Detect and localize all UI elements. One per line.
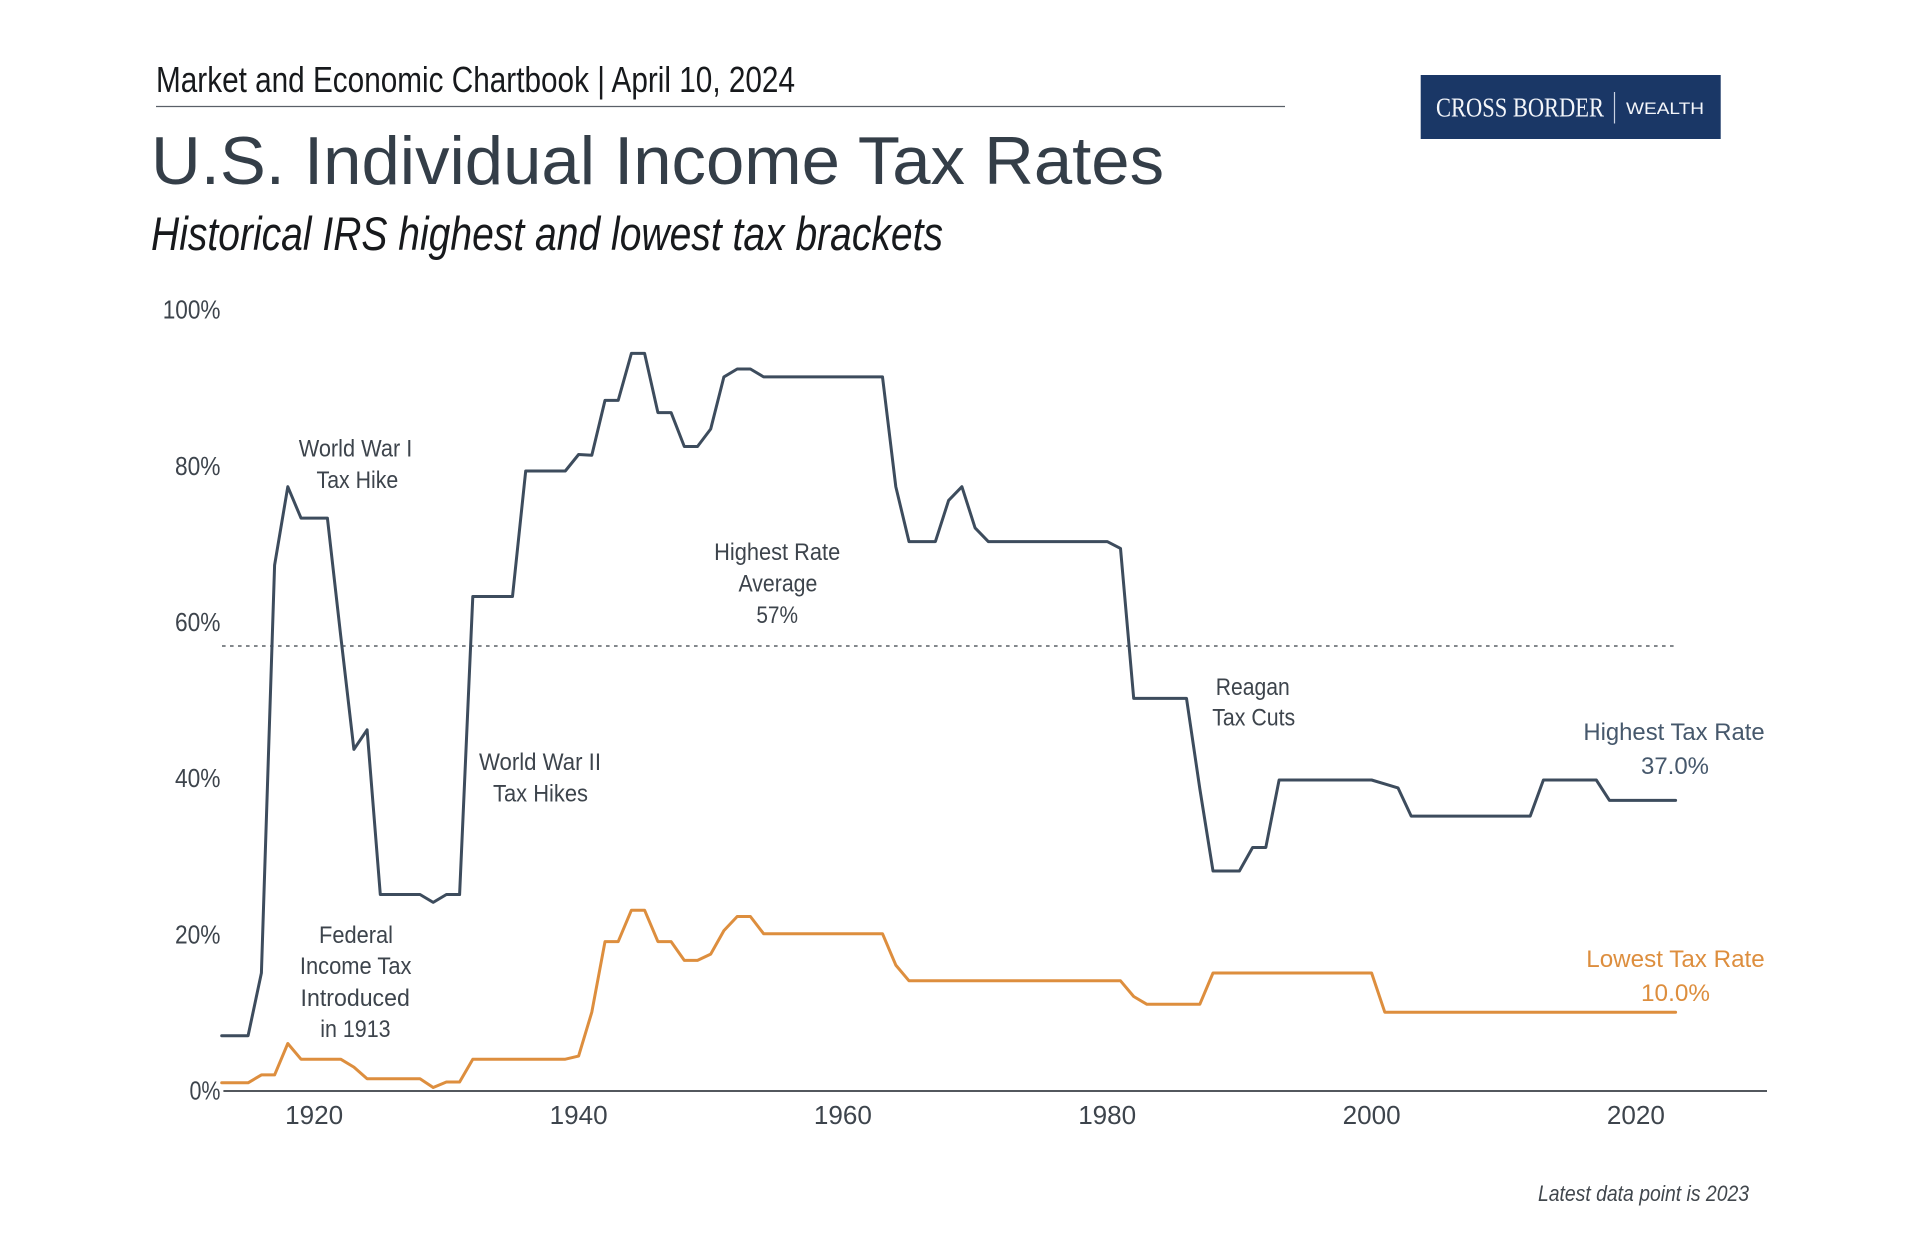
svg-text:Historical IRS highest and low: Historical IRS highest and lowest tax br… xyxy=(151,207,943,260)
svg-text:57%: 57% xyxy=(756,602,798,629)
svg-text:2000: 2000 xyxy=(1343,1100,1401,1130)
svg-text:Highest Tax Rate: Highest Tax Rate xyxy=(1583,719,1764,746)
svg-text:Tax Hike: Tax Hike xyxy=(317,467,399,494)
svg-text:40%: 40% xyxy=(175,763,221,793)
svg-text:Lowest Tax Rate: Lowest Tax Rate xyxy=(1586,946,1765,973)
svg-text:Income Tax: Income Tax xyxy=(300,953,412,980)
svg-text:Introduced: Introduced xyxy=(301,985,410,1012)
svg-text:CROSS BORDER: CROSS BORDER xyxy=(1436,92,1605,123)
svg-text:37.0%: 37.0% xyxy=(1641,753,1709,780)
svg-text:U.S. Individual Income Tax Rat: U.S. Individual Income Tax Rates xyxy=(151,123,1164,199)
svg-text:1960: 1960 xyxy=(814,1100,872,1130)
svg-text:Tax Hikes: Tax Hikes xyxy=(493,781,588,808)
svg-text:0%: 0% xyxy=(190,1076,221,1106)
svg-text:Federal: Federal xyxy=(319,922,393,949)
svg-text:WEALTH: WEALTH xyxy=(1626,100,1704,118)
svg-text:20%: 20% xyxy=(175,919,221,949)
svg-text:Highest Rate: Highest Rate xyxy=(714,539,840,566)
svg-text:2020: 2020 xyxy=(1607,1100,1665,1130)
svg-text:World War I: World War I xyxy=(299,436,413,463)
svg-text:100%: 100% xyxy=(163,295,221,325)
svg-text:1980: 1980 xyxy=(1078,1100,1136,1130)
svg-text:1920: 1920 xyxy=(285,1100,343,1130)
svg-text:in 1913: in 1913 xyxy=(320,1016,390,1043)
svg-text:10.0%: 10.0% xyxy=(1641,980,1710,1007)
svg-text:Reagan: Reagan xyxy=(1216,674,1290,701)
svg-text:80%: 80% xyxy=(175,451,221,481)
svg-text:Latest data point is 2023: Latest data point is 2023 xyxy=(1538,1181,1750,1206)
svg-text:Tax Cuts: Tax Cuts xyxy=(1212,704,1295,731)
svg-text:Average: Average xyxy=(739,571,818,598)
svg-text:World War II: World War II xyxy=(479,749,601,776)
svg-text:60%: 60% xyxy=(175,607,221,637)
svg-text:Market and Economic Chartbook: Market and Economic Chartbook | April 10… xyxy=(156,59,795,100)
svg-text:1940: 1940 xyxy=(550,1100,608,1130)
